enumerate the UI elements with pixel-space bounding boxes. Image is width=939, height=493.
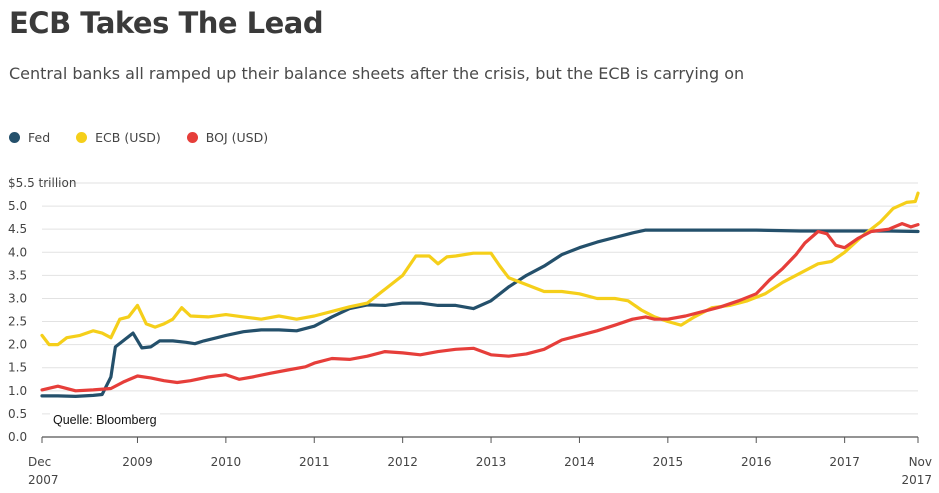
series-line-boj-usd — [40, 222, 920, 393]
y-tick-label: 0.5 — [8, 407, 27, 421]
x-tick-label: 2013 — [476, 455, 507, 469]
source-note: Quelle: Bloomberg — [50, 413, 160, 427]
grid-lines — [42, 182, 918, 438]
legend-label-boj: BOJ (USD) — [205, 130, 269, 145]
x-tick-label: 2014 — [564, 455, 595, 469]
x-tick-label: Nov — [909, 455, 932, 469]
y-tick-label: 0.0 — [8, 430, 27, 444]
x-tick-label: 2012 — [387, 455, 418, 469]
legend-dot-ecb — [76, 132, 88, 143]
series-lines — [40, 191, 920, 398]
legend-dot-fed — [9, 132, 20, 143]
y-tick-label: 1.0 — [8, 384, 27, 398]
y-tick-label: $5.5 trillion — [8, 176, 76, 190]
y-tick-label: 2.0 — [8, 338, 27, 352]
x-axis: Dec 2007 2009 2010 2011 2012 2013 2014 2015 2016 2… — [28, 437, 932, 487]
y-tick-label: 5.0 — [8, 199, 27, 213]
y-tick-label: 2.5 — [8, 315, 27, 329]
legend-item-boj: BOJ (USD) — [186, 130, 269, 145]
x-tick-label: 2016 — [741, 455, 772, 469]
chart-legend: Fed ECB (USD) BOJ (USD) — [9, 130, 268, 145]
x-tick-label: 2011 — [299, 455, 330, 469]
legend-label-ecb: ECB (USD) — [95, 130, 161, 145]
x-tick-label-year: 2017 — [901, 473, 932, 487]
chart-title: ECB Takes The Lead — [9, 6, 324, 40]
x-tick-label: Dec — [28, 455, 51, 469]
legend-dot-boj — [186, 132, 198, 143]
series-line-ecb-usd — [40, 191, 920, 347]
y-tick-label: 4.0 — [8, 245, 27, 259]
y-tick-label: 1.5 — [8, 361, 27, 375]
y-axis: 0.0 0.5 1.0 1.5 2.0 2.5 3.0 3.5 4.0 4.5 5.0 $5.5 tr… — [8, 176, 76, 444]
chart-subtitle: Central banks all ramped up their balanc… — [9, 64, 745, 83]
y-tick-label: 3.0 — [8, 291, 27, 305]
legend-item-ecb: ECB (USD) — [76, 130, 161, 145]
x-tick-label: 2017 — [829, 455, 860, 469]
y-tick-label: 3.5 — [8, 268, 27, 282]
legend-label-fed: Fed — [28, 130, 51, 145]
legend-item-fed: Fed — [9, 130, 50, 145]
x-tick-label: 2010 — [211, 455, 242, 469]
x-tick-label: 2015 — [653, 455, 684, 469]
series-line-fed — [40, 228, 920, 398]
x-tick-label-year: 2007 — [28, 473, 59, 487]
y-tick-label: 4.5 — [8, 222, 27, 236]
x-tick-label: 2009 — [122, 455, 153, 469]
